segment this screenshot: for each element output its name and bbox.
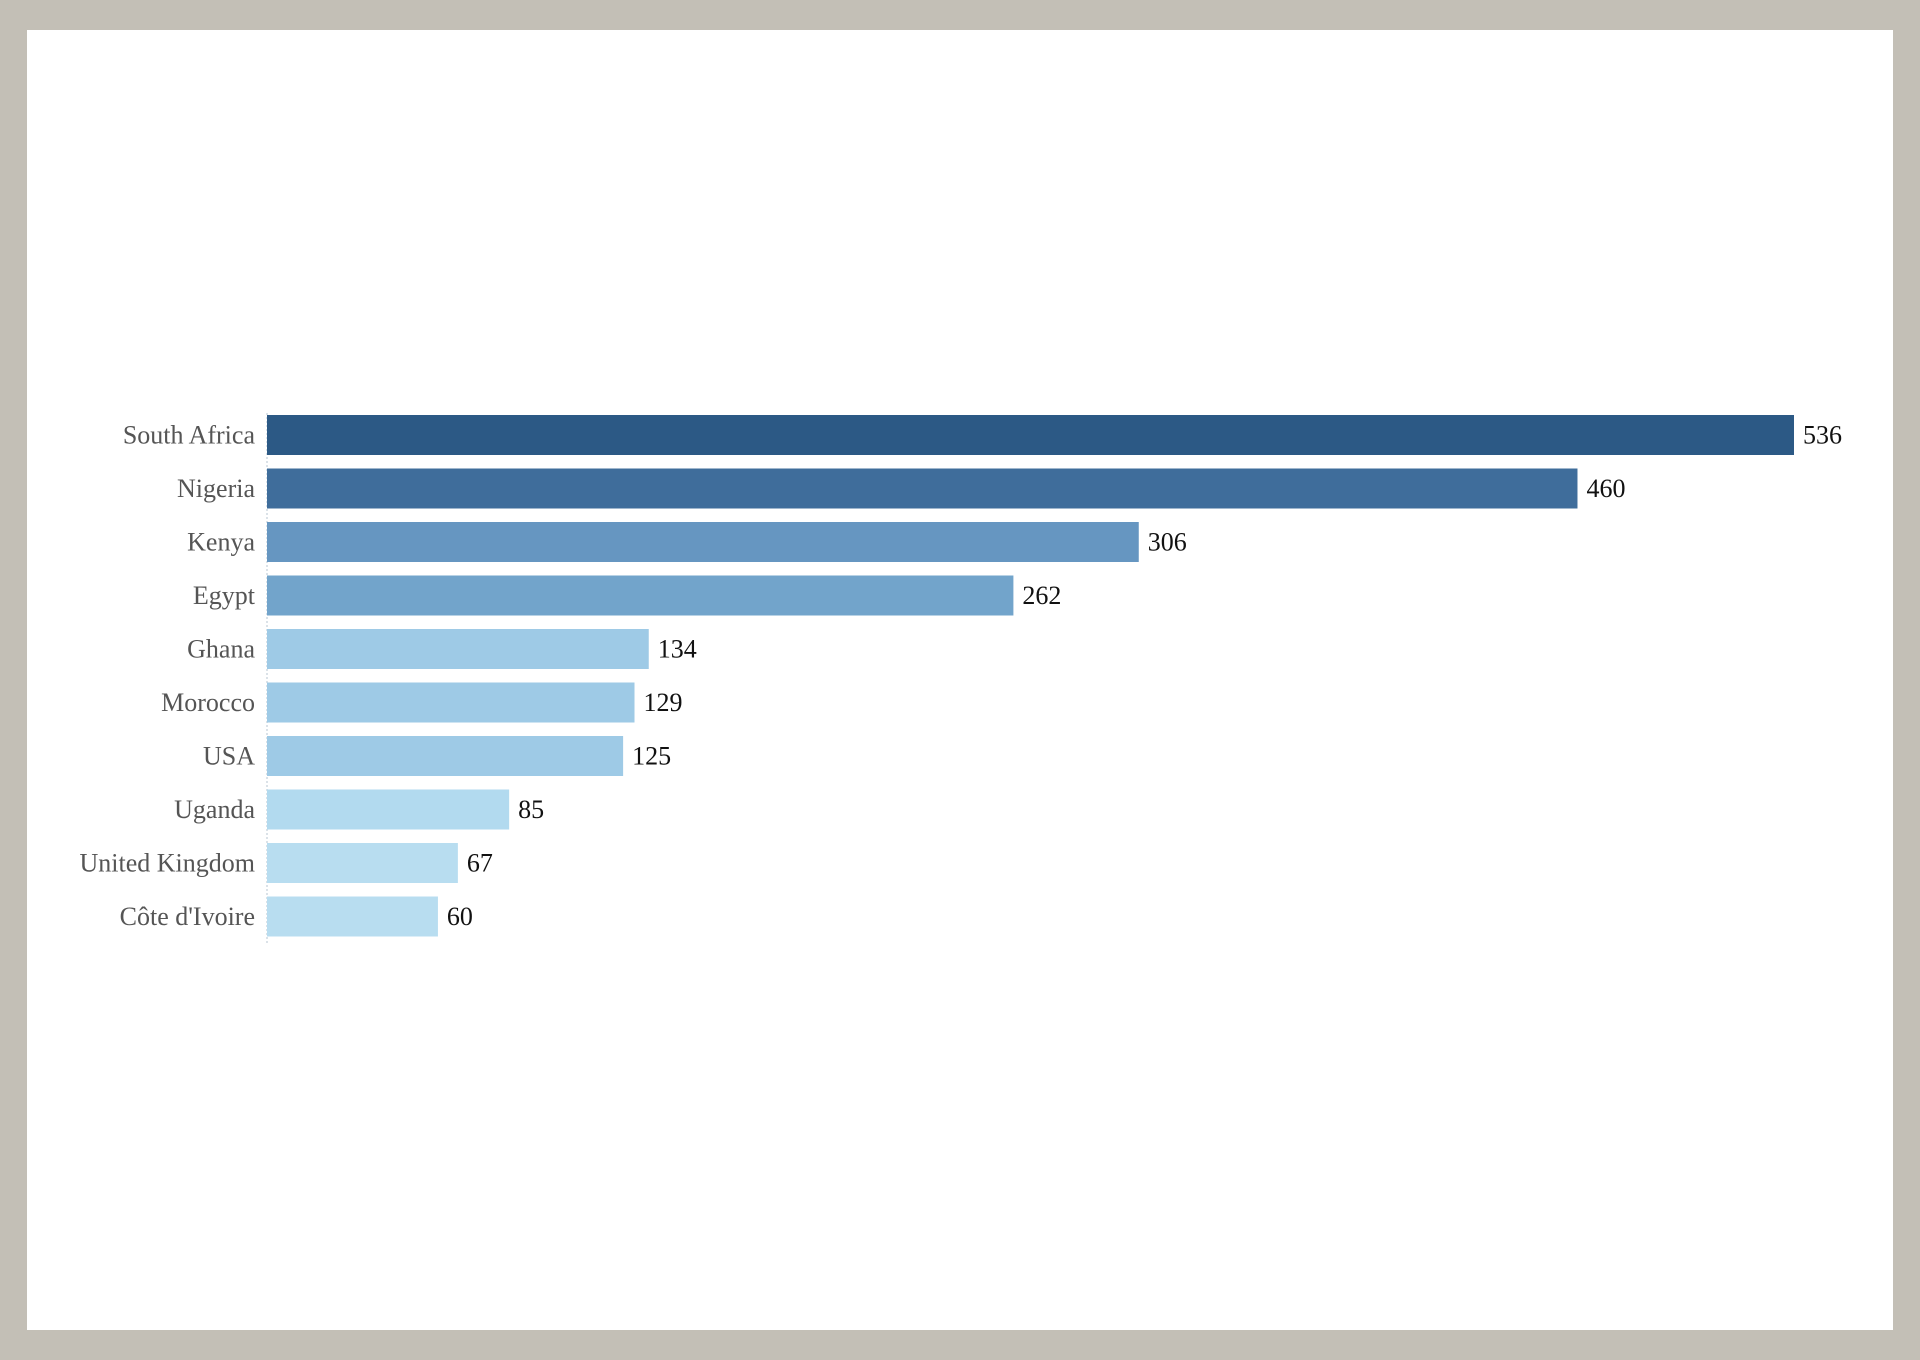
category-label-nigeria: Nigeria xyxy=(177,474,255,503)
bar-nigeria xyxy=(267,468,1578,509)
value-label-nigeria: 460 xyxy=(1586,474,1625,503)
bar-uganda xyxy=(267,789,510,830)
category-label-usa: USA xyxy=(203,742,255,771)
bar-chart: South Africa Nigeria Kenya Egypt Ghana Morocc… xyxy=(80,413,1842,944)
category-label-egypt: Egypt xyxy=(193,581,256,610)
bar-usa xyxy=(267,736,624,776)
bar-south-africa xyxy=(267,415,1794,455)
value-label-morocco: 129 xyxy=(644,688,683,717)
bar-ghana xyxy=(267,629,649,669)
bars-group xyxy=(267,415,1794,937)
bar-morocco xyxy=(267,682,635,723)
category-label-ghana: Ghana xyxy=(187,635,255,664)
value-label-kenya: 306 xyxy=(1148,528,1187,557)
value-label-egypt: 262 xyxy=(1022,581,1061,610)
value-labels-group: 536 460 306 262 134 129 125 85 67 60 xyxy=(447,421,1842,932)
category-label-united-kingdom: United Kingdom xyxy=(80,849,256,878)
category-label-kenya: Kenya xyxy=(187,528,255,557)
bar-united-kingdom xyxy=(267,843,458,883)
category-label-uganda: Uganda xyxy=(174,795,255,824)
value-label-united-kingdom: 67 xyxy=(467,849,493,878)
bar-c-te-d-ivoire xyxy=(267,896,438,937)
value-label-south-africa: 536 xyxy=(1803,421,1842,450)
category-label-c-te-d-ivoire: Côte d'Ivoire xyxy=(120,902,255,931)
value-label-uganda: 85 xyxy=(518,795,544,824)
value-label-usa: 125 xyxy=(632,742,671,771)
chart-frame: South Africa Nigeria Kenya Egypt Ghana Morocc… xyxy=(27,30,1893,1330)
bar-kenya xyxy=(267,522,1139,562)
value-label-c-te-d-ivoire: 60 xyxy=(447,902,473,931)
category-label-morocco: Morocco xyxy=(161,688,255,717)
value-label-ghana: 134 xyxy=(658,635,697,664)
category-label-south-africa: South Africa xyxy=(123,421,256,450)
bar-egypt xyxy=(267,575,1014,616)
category-labels-group: South Africa Nigeria Kenya Egypt Ghana Morocc… xyxy=(80,421,256,932)
